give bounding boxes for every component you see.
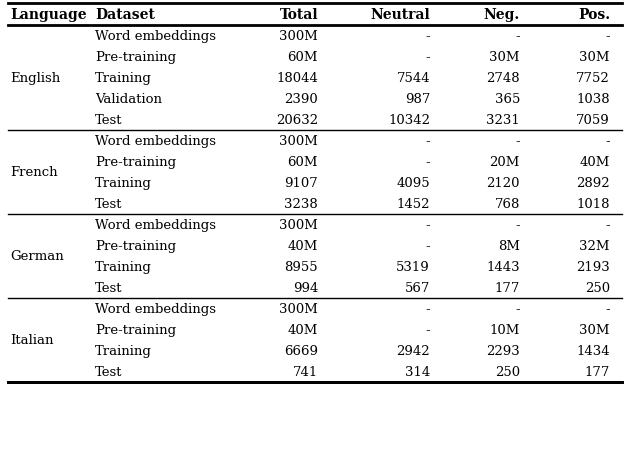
Text: 10M: 10M: [490, 323, 520, 336]
Text: -: -: [515, 219, 520, 232]
Text: 7752: 7752: [576, 72, 610, 85]
Text: 3231: 3231: [486, 114, 520, 127]
Text: -: -: [515, 302, 520, 315]
Text: English: English: [10, 72, 60, 85]
Text: Training: Training: [95, 260, 152, 274]
Text: 5319: 5319: [396, 260, 430, 274]
Text: -: -: [515, 135, 520, 148]
Text: 250: 250: [495, 365, 520, 378]
Text: 300M: 300M: [279, 30, 318, 43]
Text: -: -: [425, 51, 430, 64]
Text: -: -: [605, 302, 610, 315]
Text: -: -: [605, 30, 610, 43]
Text: Test: Test: [95, 365, 122, 378]
Text: -: -: [425, 156, 430, 169]
Text: 30M: 30M: [580, 51, 610, 64]
Text: 250: 250: [585, 282, 610, 294]
Text: -: -: [425, 302, 430, 315]
Text: 8M: 8M: [498, 239, 520, 252]
Text: 2748: 2748: [486, 72, 520, 85]
Text: Pre-training: Pre-training: [95, 239, 176, 252]
Text: Test: Test: [95, 198, 122, 211]
Text: 9107: 9107: [284, 176, 318, 189]
Text: Word embeddings: Word embeddings: [95, 135, 216, 148]
Text: 300M: 300M: [279, 135, 318, 148]
Text: 32M: 32M: [580, 239, 610, 252]
Text: Total: Total: [279, 8, 318, 22]
Text: Neutral: Neutral: [370, 8, 430, 22]
Text: 6669: 6669: [284, 344, 318, 357]
Text: 768: 768: [495, 198, 520, 211]
Text: -: -: [515, 30, 520, 43]
Text: Test: Test: [95, 282, 122, 294]
Text: 300M: 300M: [279, 302, 318, 315]
Text: 1452: 1452: [396, 198, 430, 211]
Text: 987: 987: [404, 93, 430, 106]
Text: 40M: 40M: [288, 323, 318, 336]
Text: -: -: [425, 30, 430, 43]
Text: German: German: [10, 250, 64, 263]
Text: 300M: 300M: [279, 219, 318, 232]
Text: Validation: Validation: [95, 93, 162, 106]
Text: 2293: 2293: [486, 344, 520, 357]
Text: 2892: 2892: [576, 176, 610, 189]
Text: Pos.: Pos.: [578, 8, 610, 22]
Text: 40M: 40M: [580, 156, 610, 169]
Text: 177: 177: [495, 282, 520, 294]
Text: 8955: 8955: [284, 260, 318, 274]
Text: French: French: [10, 166, 57, 179]
Text: 7544: 7544: [396, 72, 430, 85]
Text: 2942: 2942: [396, 344, 430, 357]
Text: Pre-training: Pre-training: [95, 156, 176, 169]
Text: Training: Training: [95, 72, 152, 85]
Text: 30M: 30M: [580, 323, 610, 336]
Text: 1434: 1434: [576, 344, 610, 357]
Text: 177: 177: [585, 365, 610, 378]
Text: 60M: 60M: [287, 51, 318, 64]
Text: Training: Training: [95, 176, 152, 189]
Text: 40M: 40M: [288, 239, 318, 252]
Text: -: -: [425, 323, 430, 336]
Text: Pre-training: Pre-training: [95, 51, 176, 64]
Text: 10342: 10342: [388, 114, 430, 127]
Text: Word embeddings: Word embeddings: [95, 302, 216, 315]
Text: 7059: 7059: [576, 114, 610, 127]
Text: 741: 741: [293, 365, 318, 378]
Text: 2193: 2193: [576, 260, 610, 274]
Text: Neg.: Neg.: [484, 8, 520, 22]
Text: 20M: 20M: [490, 156, 520, 169]
Text: 20632: 20632: [276, 114, 318, 127]
Text: -: -: [425, 219, 430, 232]
Text: 994: 994: [292, 282, 318, 294]
Text: Test: Test: [95, 114, 122, 127]
Text: 4095: 4095: [396, 176, 430, 189]
Text: Word embeddings: Word embeddings: [95, 219, 216, 232]
Text: 3238: 3238: [284, 198, 318, 211]
Text: -: -: [605, 219, 610, 232]
Text: 2120: 2120: [486, 176, 520, 189]
Text: Word embeddings: Word embeddings: [95, 30, 216, 43]
Text: 567: 567: [404, 282, 430, 294]
Text: Training: Training: [95, 344, 152, 357]
Text: 1018: 1018: [576, 198, 610, 211]
Text: 2390: 2390: [284, 93, 318, 106]
Text: -: -: [605, 135, 610, 148]
Text: Italian: Italian: [10, 334, 54, 347]
Text: 60M: 60M: [287, 156, 318, 169]
Text: -: -: [425, 239, 430, 252]
Text: 1443: 1443: [486, 260, 520, 274]
Text: Pre-training: Pre-training: [95, 323, 176, 336]
Text: 365: 365: [495, 93, 520, 106]
Text: -: -: [425, 135, 430, 148]
Text: 314: 314: [404, 365, 430, 378]
Text: Dataset: Dataset: [95, 8, 155, 22]
Text: Language: Language: [10, 8, 87, 22]
Text: 30M: 30M: [490, 51, 520, 64]
Text: 1038: 1038: [576, 93, 610, 106]
Text: 18044: 18044: [276, 72, 318, 85]
